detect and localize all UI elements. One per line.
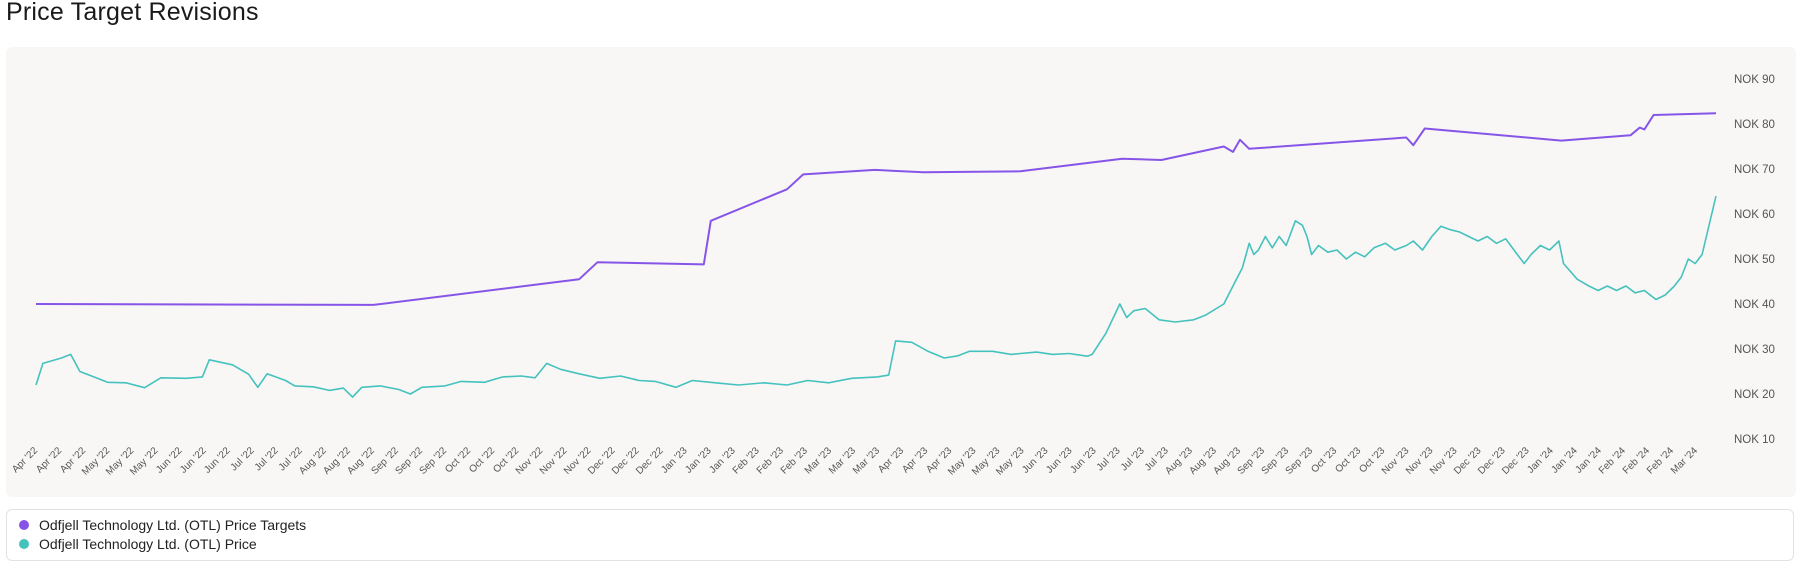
- y-tick-label: NOK 80: [1734, 119, 1775, 131]
- x-tick-label: Apr '23: [900, 445, 930, 475]
- y-tick-label: NOK 40: [1734, 299, 1775, 311]
- legend-item-price[interactable]: Odfjell Technology Ltd. (OTL) Price: [19, 536, 257, 552]
- y-tick-label: NOK 90: [1734, 74, 1775, 86]
- x-tick-label: Oct '22: [443, 445, 473, 475]
- y-tick-label: NOK 70: [1734, 164, 1775, 176]
- y-tick-label: NOK 10: [1734, 434, 1775, 446]
- series-line-price[interactable]: [35, 195, 1717, 398]
- x-tick-label: Mar '23: [851, 445, 882, 476]
- series-layer: [35, 112, 1717, 398]
- legend-label-price-targets: Odfjell Technology Ltd. (OTL) Price Targ…: [39, 517, 307, 533]
- chart-area[interactable]: NOK 90 NOK 80 NOK 70 NOK 60 NOK 50 NOK 40 NOK …: [6, 47, 1796, 497]
- x-tick-label: Jun '22: [202, 445, 233, 476]
- y-tick-label: NOK 30: [1734, 344, 1775, 356]
- x-tick-label: Apr '23: [876, 445, 906, 475]
- chart-panel: NOK 90 NOK 80 NOK 70 NOK 60 NOK 50 NOK 40 NOK …: [6, 47, 1796, 497]
- page-title: Price Target Revisions: [6, 0, 259, 26]
- x-tick-label: Oct '22: [467, 445, 497, 475]
- x-tick-label: Sep '22: [418, 445, 450, 477]
- x-tick-label: Oct '23: [1333, 445, 1363, 475]
- x-tick-label: Jul '23: [1095, 445, 1123, 473]
- y-tick-label: NOK 50: [1734, 254, 1775, 266]
- x-tick-label: Jun '23: [1068, 445, 1099, 476]
- x-tick-label: Dec '22: [634, 445, 666, 477]
- legend-dot-price-targets-icon: [19, 520, 29, 530]
- y-tick-label: NOK 60: [1734, 209, 1775, 221]
- legend-item-price-targets[interactable]: Odfjell Technology Ltd. (OTL) Price Targ…: [19, 517, 306, 533]
- x-tick-label: Jul '22: [253, 445, 281, 473]
- y-tick-label: NOK 20: [1734, 389, 1775, 401]
- legend: Odfjell Technology Ltd. (OTL) Price Targ…: [6, 509, 1794, 561]
- x-tick-label: Oct '23: [1309, 445, 1339, 475]
- x-tick-label: Sep '23: [1284, 445, 1316, 477]
- x-tick-label: Apr '22: [10, 445, 40, 475]
- x-tick-label: Jul '23: [1119, 445, 1147, 473]
- x-tick-label: Dec '23: [1500, 445, 1532, 477]
- x-tick-label: Mar '24: [1669, 445, 1700, 476]
- x-tick-label: Jul '22: [229, 445, 257, 473]
- legend-dot-price-icon: [19, 539, 29, 549]
- legend-label-price: Odfjell Technology Ltd. (OTL) Price: [39, 536, 257, 552]
- x-tick-label: Apr '22: [34, 445, 64, 475]
- y-axis: NOK 90 NOK 80 NOK 70 NOK 60 NOK 50 NOK 40 NOK …: [1734, 74, 1775, 446]
- series-line-price-targets[interactable]: [35, 112, 1717, 306]
